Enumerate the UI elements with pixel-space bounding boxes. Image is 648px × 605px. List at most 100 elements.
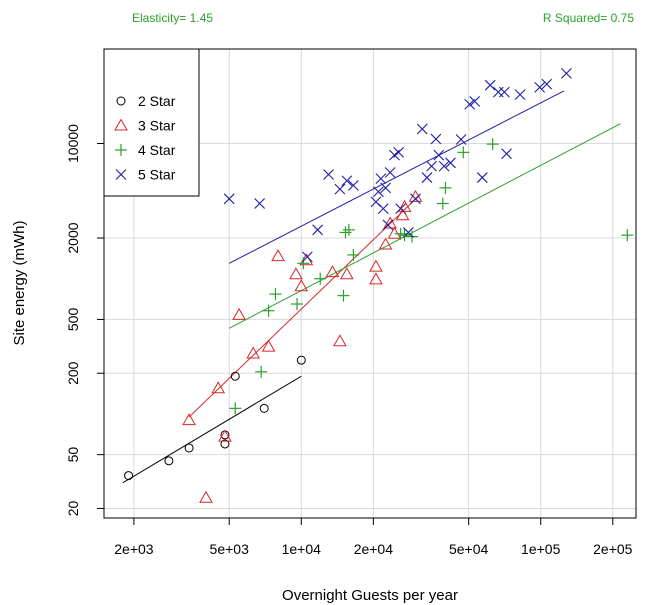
legend-marker-3-star [114, 118, 128, 131]
point-3-star [383, 216, 397, 229]
marker-shape [220, 439, 230, 449]
y-axis-label: Site energy (mWh) [11, 220, 28, 345]
marker-shape [383, 216, 397, 229]
point-3-star [395, 208, 410, 221]
point-5-star [514, 89, 526, 100]
point-5-star [334, 183, 346, 195]
elasticity-label: Elasticity= 1.45 [132, 11, 213, 25]
point-4-star [337, 289, 350, 302]
point-5-star [421, 172, 433, 183]
point-5-star [426, 160, 437, 172]
x-tick-label: 1e+04 [282, 541, 322, 557]
marker-shape [232, 307, 246, 320]
marker-shape [445, 157, 456, 169]
marker-shape [341, 175, 353, 187]
y-axis: 20 50 200 500 2000 10000 [65, 124, 104, 516]
legend-label-5-star: 5 Star [138, 167, 176, 183]
point-4-star [229, 402, 242, 415]
point-5-star [541, 78, 553, 90]
x-axis-label: Overnight Guests per year [282, 587, 458, 604]
marker-shape [339, 267, 354, 280]
point-3-star [369, 272, 383, 285]
point-3-star [218, 429, 232, 442]
marker-shape [246, 346, 261, 359]
point-4-star [255, 365, 268, 378]
marker-shape [393, 146, 405, 158]
point-5-star [430, 133, 442, 145]
fit-line-5-star [228, 90, 565, 264]
plot-frame [103, 48, 637, 519]
point-4-star [621, 229, 634, 242]
point-4-star [269, 288, 282, 301]
point-3-star [333, 334, 347, 347]
point-4-star [314, 272, 327, 285]
point-5-star [469, 95, 481, 107]
legend-label-2-star: 2 Star [138, 93, 176, 109]
data-points [124, 68, 634, 503]
point-5-star [377, 203, 389, 215]
point-5-star [501, 148, 512, 160]
point-4-star [398, 229, 411, 242]
marker-shape [184, 443, 194, 453]
marker-shape [124, 471, 134, 481]
point-5-star [312, 224, 323, 236]
x-axis: 2e+03 5e+03 1e+04 2e+04 5e+04 1e+05 2e+05 [114, 518, 633, 557]
point-2-star [220, 439, 230, 449]
marker-shape [182, 413, 196, 426]
point-5-star [484, 79, 496, 91]
marker-shape [370, 196, 382, 208]
point-3-star [369, 259, 383, 272]
marker-shape [560, 68, 572, 79]
marker-shape [115, 169, 127, 180]
point-5-star [464, 98, 476, 110]
legend-marker-2-star [116, 96, 126, 106]
marker-shape [199, 490, 213, 503]
marker-shape [416, 123, 428, 135]
marker-shape [333, 334, 347, 347]
point-5-star [492, 86, 504, 98]
point-2-star [164, 456, 174, 466]
marker-shape [469, 95, 481, 107]
marker-shape [254, 198, 266, 209]
marker-shape [223, 193, 235, 205]
y-tick-label: 500 [65, 308, 81, 332]
point-3-star [271, 249, 285, 262]
marker-shape [211, 381, 226, 394]
marker-shape [296, 355, 306, 365]
point-5-star [402, 227, 414, 238]
marker-shape [395, 208, 410, 221]
point-4-star [439, 181, 452, 194]
point-3-star [199, 490, 213, 503]
marker-shape [271, 249, 285, 262]
point-5-star [347, 180, 359, 191]
point-4-star [297, 257, 310, 270]
marker-shape [259, 403, 269, 413]
marker-shape [397, 199, 412, 212]
point-5-star [476, 172, 488, 183]
fit-line-3-star [188, 195, 420, 418]
fit-line-4-star [228, 123, 621, 329]
marker-shape [387, 226, 402, 239]
point-3-star [246, 346, 261, 359]
marker-shape [484, 79, 496, 91]
point-5-star [223, 193, 235, 205]
marker-shape [410, 193, 421, 205]
point-4-star [339, 226, 352, 239]
marker-shape [294, 279, 309, 292]
marker-shape [378, 237, 393, 250]
marker-shape [501, 148, 512, 160]
marker-shape [373, 186, 384, 198]
fit-line-2-star [122, 375, 302, 484]
point-3-star [325, 265, 340, 278]
marker-shape [382, 219, 394, 231]
marker-shape [347, 180, 359, 191]
marker-shape [476, 172, 488, 183]
marker-shape [438, 160, 450, 172]
marker-shape [369, 259, 383, 272]
marker-shape [230, 371, 240, 381]
marker-shape [334, 183, 346, 195]
point-5-star [445, 157, 456, 169]
point-3-star [289, 267, 303, 280]
marker-shape [430, 133, 442, 145]
